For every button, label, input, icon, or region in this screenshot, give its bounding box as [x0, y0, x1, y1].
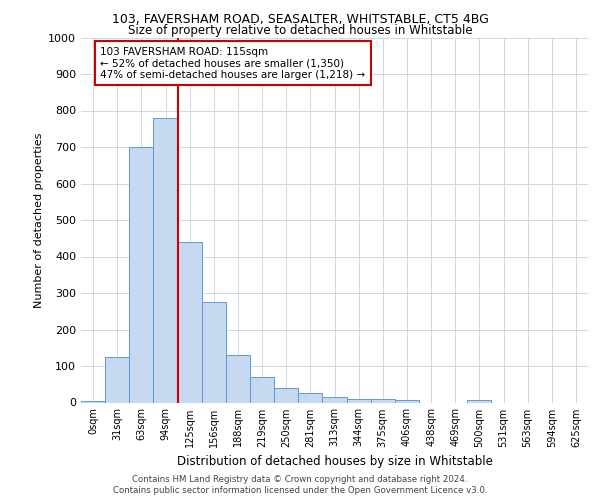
Bar	[178, 242, 202, 402]
Bar	[129, 147, 154, 403]
Bar	[226, 355, 250, 403]
Bar	[81, 400, 105, 402]
Bar	[371, 399, 395, 402]
Bar	[322, 397, 347, 402]
Text: 103, FAVERSHAM ROAD, SEASALTER, WHITSTABLE, CT5 4BG: 103, FAVERSHAM ROAD, SEASALTER, WHITSTAB…	[112, 12, 488, 26]
Bar	[202, 302, 226, 402]
Bar	[347, 399, 371, 402]
Y-axis label: Number of detached properties: Number of detached properties	[34, 132, 44, 308]
Bar	[250, 377, 274, 402]
X-axis label: Distribution of detached houses by size in Whitstable: Distribution of detached houses by size …	[176, 455, 493, 468]
Text: Contains public sector information licensed under the Open Government Licence v3: Contains public sector information licen…	[113, 486, 487, 495]
Bar	[105, 357, 129, 403]
Bar	[298, 394, 322, 402]
Text: 103 FAVERSHAM ROAD: 115sqm
← 52% of detached houses are smaller (1,350)
47% of s: 103 FAVERSHAM ROAD: 115sqm ← 52% of deta…	[100, 46, 365, 80]
Bar	[395, 400, 419, 402]
Bar	[154, 118, 178, 403]
Text: Size of property relative to detached houses in Whitstable: Size of property relative to detached ho…	[128, 24, 472, 37]
Bar	[274, 388, 298, 402]
Text: Contains HM Land Registry data © Crown copyright and database right 2024.: Contains HM Land Registry data © Crown c…	[132, 475, 468, 484]
Bar	[467, 400, 491, 402]
